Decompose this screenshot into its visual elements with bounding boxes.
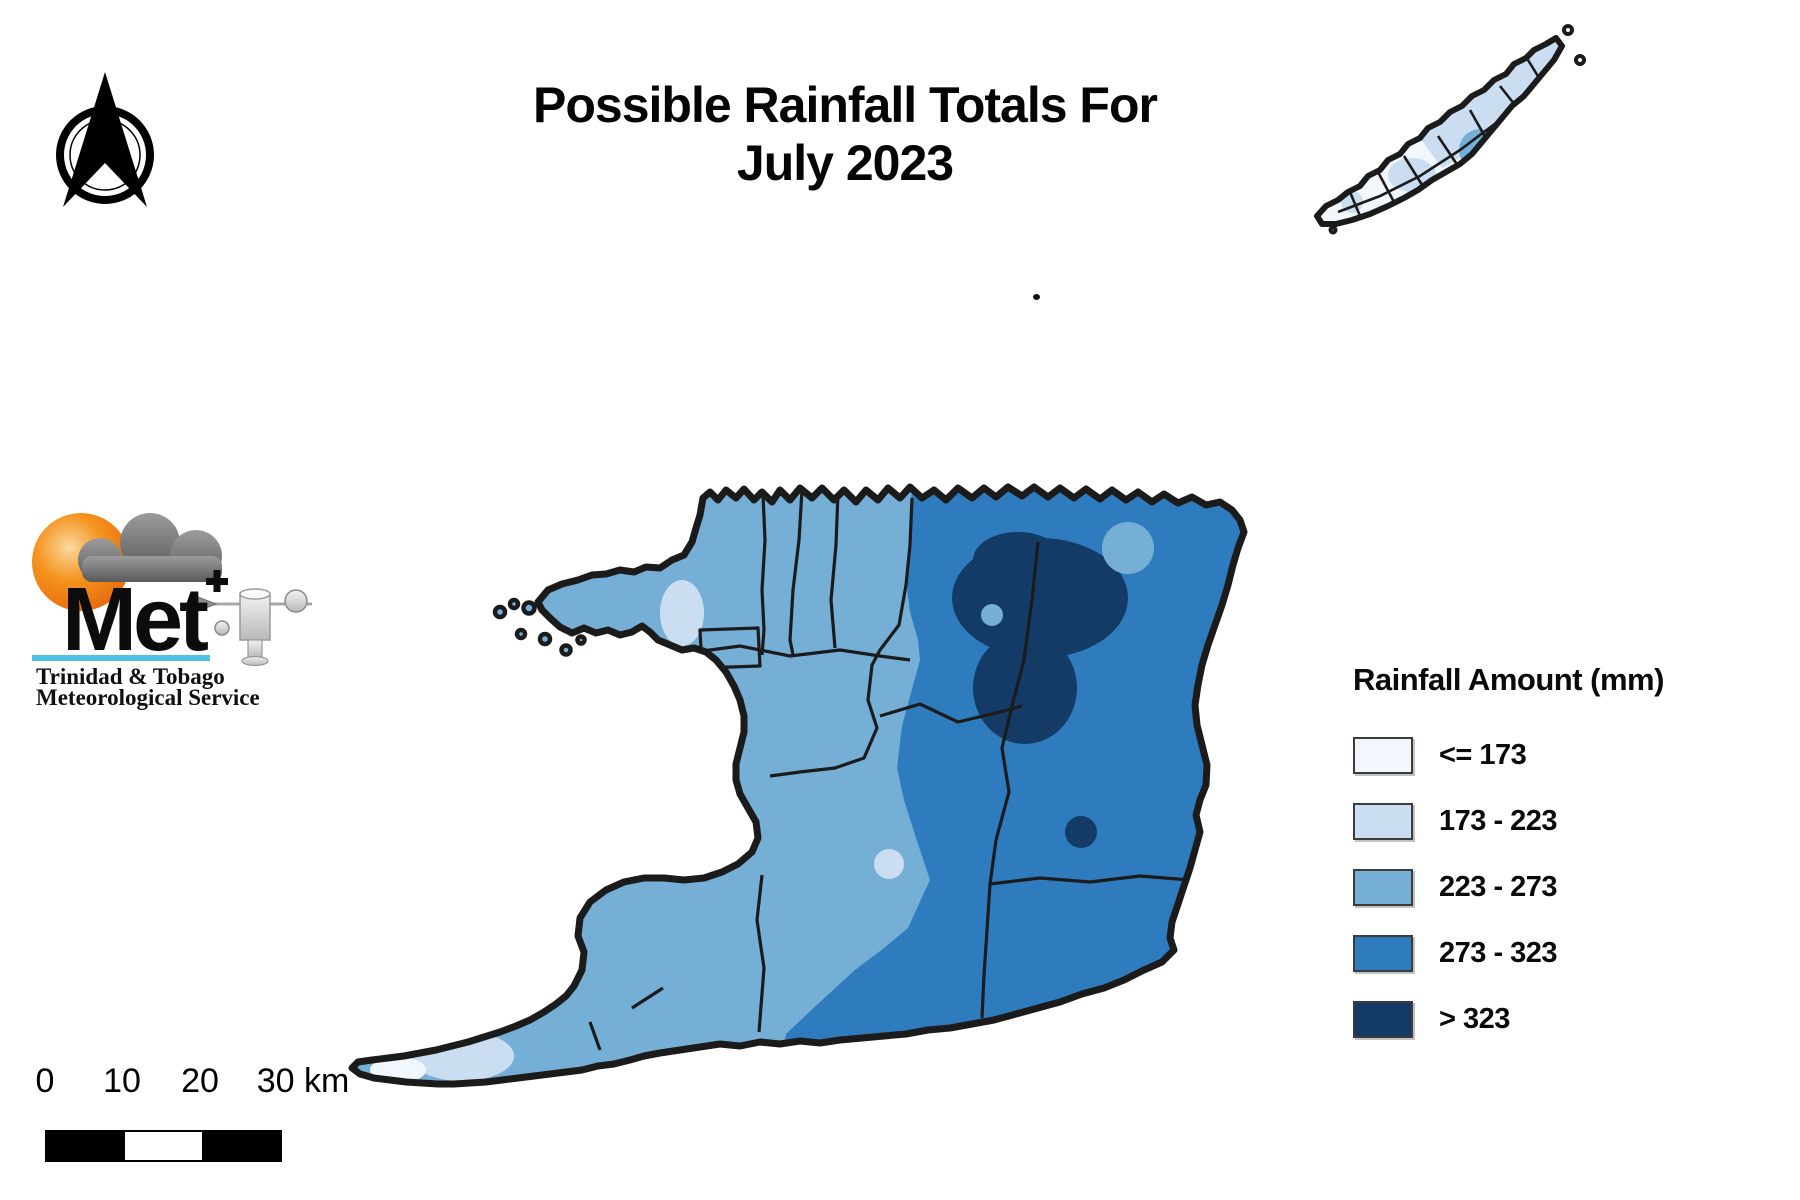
legend: Rainfall Amount (mm) <= 173 173 - 223 22… [1353,662,1773,1066]
legend-item: <= 173 [1353,736,1773,774]
legend-item: 273 - 323 [1353,934,1773,972]
rainfall-spot-223-273-ne-coast [1102,522,1154,574]
logo-instrument-icon [197,588,312,667]
scale-bar: 0 10 20 30 km [0,1060,400,1180]
met-logo: Met [32,513,312,670]
scale-segment [124,1132,203,1160]
legend-swatch [1353,1000,1413,1038]
logo-org-line-2: Meteorological Service [36,685,260,710]
logo-cloud-icon [78,513,222,582]
islet-dot [1033,294,1040,300]
legend-item: 223 - 273 [1353,868,1773,906]
rainfall-spot-173-223-central [874,849,904,879]
title-line-1: Possible Rainfall Totals For [533,77,1158,133]
scale-tick-label: 0 [35,1062,55,1100]
legend-swatch [1353,736,1413,774]
trinidad-rainfall-regions [352,487,1244,1084]
legend-item: 173 - 223 [1353,802,1773,840]
tobago-inset-map [1290,24,1586,235]
rainfall-region-273-323 [770,487,1244,1084]
legend-swatch [1353,802,1413,840]
logo-org-name: Trinidad & Tobago Meteorological Service [36,664,260,710]
page-title: Possible Rainfall Totals For July 2023 [420,76,1270,192]
legend-swatch [1353,868,1413,906]
logo-underline [32,655,210,661]
legend-label: > 323 [1439,1002,1510,1035]
tobago-rainfall-regions [1317,38,1562,224]
trinidad-nw-islets [492,597,587,657]
legend-item: > 323 [1353,1000,1773,1038]
rainfall-spot-173-223-sw [410,1031,514,1081]
title-line-2: July 2023 [736,135,954,191]
scale-segment [202,1132,280,1160]
legend-title: Rainfall Amount (mm) [1353,662,1664,697]
rainfall-spot-223-273-in-blob [981,604,1003,626]
scale-tick-label: 30 km [256,1062,350,1100]
rainfall-region-gt-323 [952,532,1128,848]
scale-bar-segments [45,1130,282,1162]
rainfall-spot-173-223-pos [660,580,704,646]
legend-label: 173 - 223 [1439,804,1558,837]
legend-label: <= 173 [1439,738,1527,771]
logo-org-line-1: Trinidad & Tobago [36,664,225,689]
legend-label: 223 - 273 [1439,870,1558,903]
scale-segment [47,1132,125,1160]
north-arrow-icon [56,72,154,207]
scale-tick-label: 20 [181,1062,219,1100]
legend-label: 273 - 323 [1439,936,1558,969]
logo-brand-text: Met [62,570,208,670]
trinidad-map [460,470,1270,1100]
scale-tick-label: 10 [103,1062,141,1100]
logo-plus-icon [206,570,228,592]
tobago-islets [1328,24,1586,235]
legend-swatch [1353,934,1413,972]
